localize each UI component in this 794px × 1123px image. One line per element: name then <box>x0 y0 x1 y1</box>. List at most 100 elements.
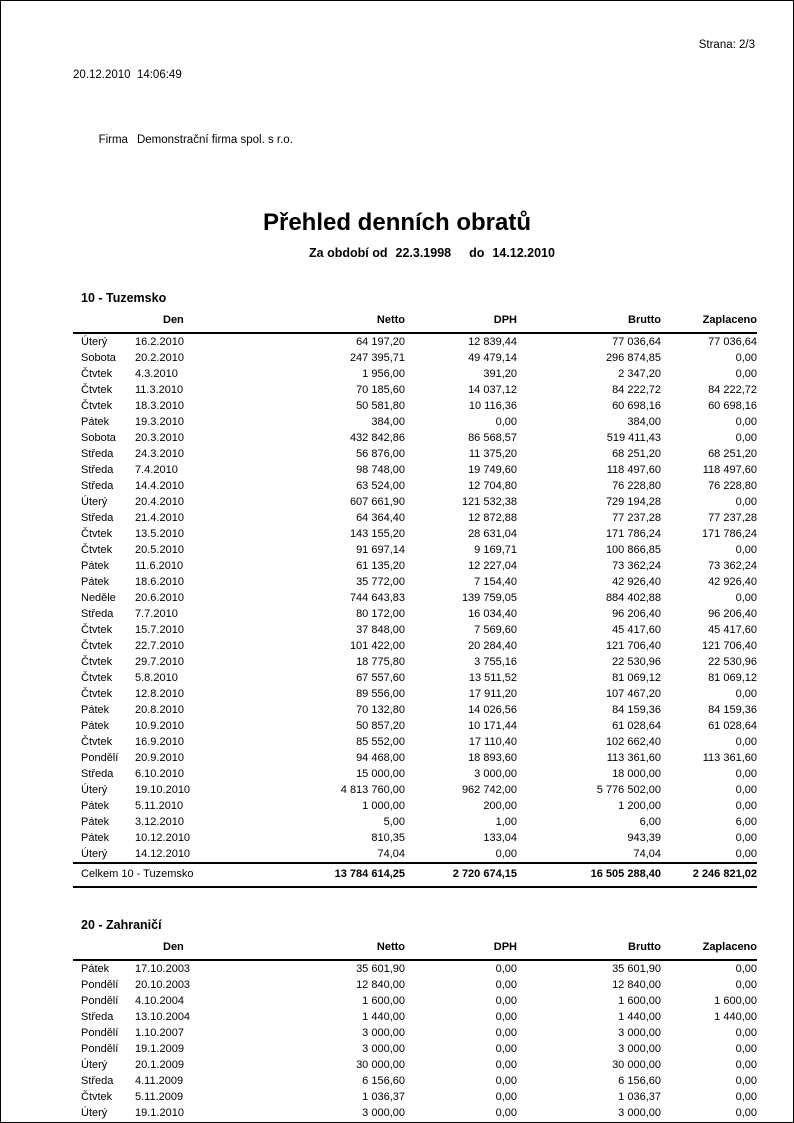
cell-zaplaceno: 0,00 <box>735 351 757 364</box>
cell-brutto: 113 361,60 <box>606 751 661 764</box>
cell-brutto: 884 402,88 <box>605 591 661 604</box>
cell-dph: 0,00 <box>495 978 517 991</box>
cell-brutto: 384,00 <box>627 415 661 428</box>
cell-dph: 12 872,88 <box>468 511 517 524</box>
table-row: Pátek 19.3.2010 384,00 0,00 384,00 0,00 <box>73 414 757 430</box>
cell-brutto: 5 776 502,00 <box>596 783 661 796</box>
cell-netto: 143 155,20 <box>349 527 405 540</box>
cell-netto: 74,04 <box>377 847 405 860</box>
cell-date: 14.4.2010 <box>135 479 184 492</box>
cell-zaplaceno: 0,00 <box>735 415 757 428</box>
cell-netto: 89 556,00 <box>356 687 405 700</box>
cell-date: 12.8.2010 <box>135 687 184 700</box>
cell-brutto: 35 601,90 <box>612 962 661 975</box>
cell-netto: 70 132,80 <box>356 703 405 716</box>
cell-dph: 139 759,05 <box>461 591 517 604</box>
cell-day: Pátek <box>81 962 110 975</box>
cell-day: Úterý <box>81 495 108 508</box>
cell-dph: 3 755,16 <box>474 655 517 668</box>
table-row: Pátek 11.6.2010 61 135,20 12 227,04 73 362,2… <box>73 558 757 574</box>
cell-zaplaceno: 42 926,40 <box>708 575 757 588</box>
cell-netto: 3 000,00 <box>362 1042 405 1055</box>
report-section: 10 - Tuzemsko Den Netto DPH Brutto Zapla… <box>73 291 757 888</box>
table-row: Středa 14.4.2010 63 524,00 12 704,80 76 228,… <box>73 478 757 494</box>
table-row: Čtvtek 20.5.2010 91 697,14 9 169,71 100 866,… <box>73 542 757 558</box>
cell-brutto: 30 000,00 <box>612 1058 661 1071</box>
cell-zaplaceno: 0,00 <box>735 735 757 748</box>
total-netto: 13 784 614,25 <box>225 862 405 888</box>
period-from: 22.3.1998 <box>395 246 452 260</box>
cell-date: 20.9.2010 <box>135 751 184 764</box>
cell-dph: 962 742,00 <box>461 783 517 796</box>
table-row: Středa 7.7.2010 80 172,00 16 034,40 96 206,4… <box>73 606 757 622</box>
cell-brutto: 171 786,24 <box>605 527 661 540</box>
cell-zaplaceno: 0,00 <box>735 962 757 975</box>
cell-dph: 0,00 <box>495 1010 517 1023</box>
cell-brutto: 76 228,80 <box>612 479 661 492</box>
cell-dph: 1,00 <box>495 815 517 828</box>
cell-dph: 17 110,40 <box>468 735 517 748</box>
cell-netto: 1 440,00 <box>362 1010 405 1023</box>
cell-dph: 0,00 <box>495 994 517 1007</box>
cell-dph: 14 037,12 <box>468 383 517 396</box>
cell-day: Sobota <box>81 351 116 364</box>
cell-dph: 16 034,40 <box>468 607 517 620</box>
table-row: Sobota 20.2.2010 247 395,71 49 479,14 296 87… <box>73 350 757 366</box>
cell-zaplaceno: 118 497,60 <box>702 463 757 476</box>
cell-day: Úterý <box>81 1058 108 1071</box>
cell-day: Pátek <box>81 559 110 572</box>
cell-date: 5.11.2010 <box>135 799 184 812</box>
table-row: Čtvtek 15.7.2010 37 848,00 7 569,60 45 417,6… <box>73 622 757 638</box>
cell-day: Čtvtek <box>81 399 113 412</box>
cell-netto: 50 857,20 <box>356 719 405 732</box>
cell-day: Čtvtek <box>81 527 113 540</box>
cell-netto: 50 581,80 <box>356 399 405 412</box>
cell-dph: 12 839,44 <box>468 335 517 348</box>
page-number: Strana: 2/3 <box>698 39 755 51</box>
table-row: Čtvtek 5.8.2010 67 557,60 13 511,52 81 069,1… <box>73 670 757 686</box>
cell-zaplaceno: 0,00 <box>735 1042 757 1055</box>
total-brutto: 16 505 288,40 <box>517 862 661 888</box>
title-block: Přehled denních obratů Za období od 22.3.… <box>2 209 792 261</box>
period-prefix: Za období od <box>309 246 388 260</box>
cell-netto: 744 643,83 <box>349 591 405 604</box>
table-row: Středa 24.3.2010 56 876,00 11 375,20 68 251,… <box>73 446 757 462</box>
cell-brutto: 45 417,60 <box>612 623 661 636</box>
cell-day: Středa <box>81 511 114 524</box>
table-row: Neděle 20.6.2010 744 643,83 139 759,05 884 4… <box>73 590 757 606</box>
cell-day: Čtvtek <box>81 687 113 700</box>
cell-zaplaceno: 61 028,64 <box>708 719 757 732</box>
cell-date: 7.4.2010 <box>135 463 178 476</box>
period-do-label: do <box>469 246 485 260</box>
cell-date: 20.4.2010 <box>135 495 184 508</box>
cell-zaplaceno: 0,00 <box>735 1058 757 1071</box>
cell-brutto: 296 874,85 <box>605 351 661 364</box>
table-row: Čtvtek 13.5.2010 143 155,20 28 631,04 171 78… <box>73 526 757 542</box>
cell-netto: 64 364,40 <box>356 511 405 524</box>
table-row: Pátek 5.11.2010 1 000,00 200,00 1 200,00 0,00 <box>73 798 757 814</box>
cell-dph: 133,04 <box>483 831 517 844</box>
section-table: Den Netto DPH Brutto Zaplaceno Úterý 16.2… <box>73 312 757 888</box>
cell-zaplaceno: 0,00 <box>735 367 757 380</box>
cell-day: Pátek <box>81 831 110 844</box>
cell-date: 16.9.2010 <box>135 735 184 748</box>
cell-zaplaceno: 60 698,16 <box>708 399 757 412</box>
cell-date: 21.4.2010 <box>135 511 184 524</box>
cell-brutto: 1 036,37 <box>618 1090 661 1103</box>
cell-brutto: 96 206,40 <box>612 607 661 620</box>
table-row: Úterý 19.10.2010 4 813 760,00 962 742,00 5 7… <box>73 782 757 798</box>
table-row: Středa 4.11.2009 6 156,60 0,00 6 156,60 0,00 <box>73 1073 757 1089</box>
cell-brutto: 519 411,43 <box>606 431 661 444</box>
cell-dph: 0,00 <box>495 1042 517 1055</box>
cell-zaplaceno: 0,00 <box>735 831 757 844</box>
cell-date: 16.2.2010 <box>135 335 184 348</box>
cell-day: Pondělí <box>81 978 119 991</box>
cell-day: Čtvtek <box>81 367 113 380</box>
cell-zaplaceno: 0,00 <box>735 1106 757 1119</box>
cell-zaplaceno: 0,00 <box>735 1074 757 1087</box>
cell-dph: 14 026,56 <box>468 703 517 716</box>
section-table: Den Netto DPH Brutto Zaplaceno Pátek 17.1… <box>73 939 757 1122</box>
cell-dph: 0,00 <box>495 415 517 428</box>
table-row: Středa 7.4.2010 98 748,00 19 749,60 118 497,… <box>73 462 757 478</box>
cell-date: 22.7.2010 <box>135 639 184 652</box>
